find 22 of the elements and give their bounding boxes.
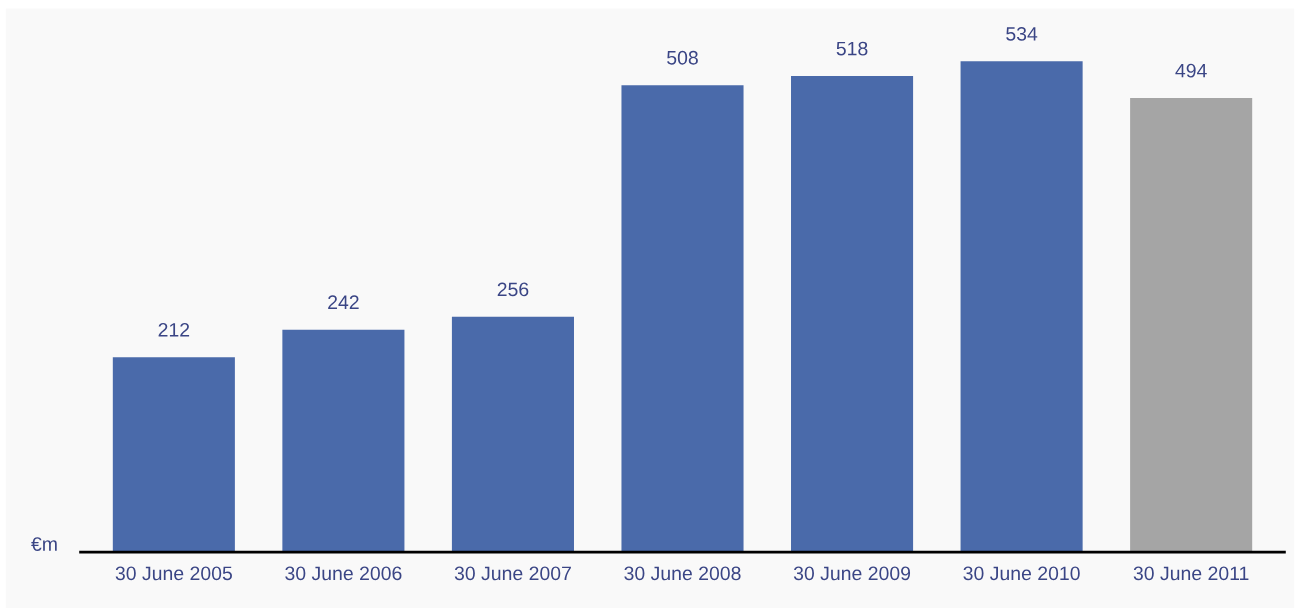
data-label: 518 xyxy=(836,41,868,56)
x-tick-label: 30 June 2009 xyxy=(793,566,911,581)
x-tick-label: 30 June 2010 xyxy=(963,566,1080,581)
bar xyxy=(960,61,1083,553)
data-label: 256 xyxy=(497,282,529,297)
data-label: 508 xyxy=(667,50,698,65)
data-label: 212 xyxy=(158,322,190,337)
bar xyxy=(621,85,744,553)
x-tick-label: 30 June 2005 xyxy=(115,566,232,581)
bar xyxy=(791,75,914,553)
bar xyxy=(451,316,574,553)
bar xyxy=(282,329,405,553)
data-label: 494 xyxy=(1175,63,1207,78)
data-label: 534 xyxy=(1006,26,1038,41)
x-tick-label: 30 June 2006 xyxy=(285,566,402,581)
bar xyxy=(1130,98,1253,553)
data-label: 242 xyxy=(328,295,359,309)
x-tick-label: 30 June 2007 xyxy=(454,566,571,581)
x-tick-label: 30 June 2008 xyxy=(624,566,741,581)
y-axis-title: €m xyxy=(31,537,57,551)
bar xyxy=(112,357,235,553)
x-tick-label: 30 June 2011 xyxy=(1133,566,1249,581)
